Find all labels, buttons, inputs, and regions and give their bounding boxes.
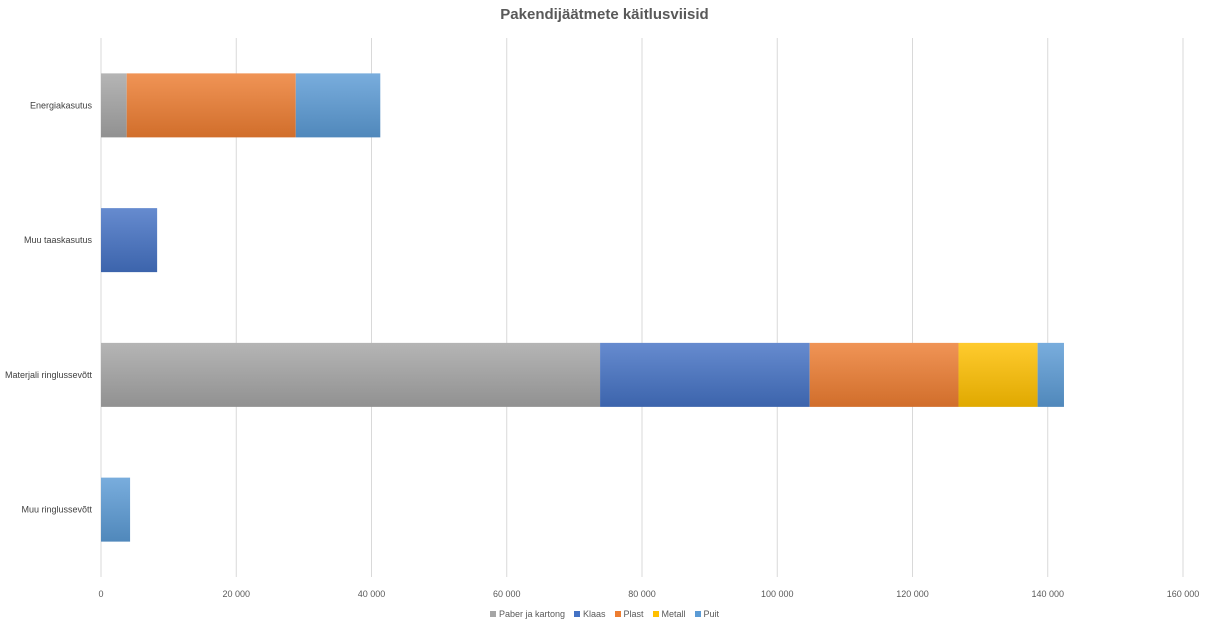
bar-segment: [126, 73, 296, 138]
bar-segment: [101, 73, 127, 138]
y-category-label: Muu taaskasutus: [24, 235, 93, 245]
x-tick-label: 20 000: [222, 589, 250, 599]
legend-swatch: [614, 611, 621, 617]
y-category-label: Energiakasutus: [30, 100, 93, 110]
bar-segment: [101, 477, 131, 542]
bar-segment: [101, 208, 158, 273]
legend-item: Paber ja kartong: [489, 609, 565, 619]
y-category-label: Materjali ringlussevõtt: [5, 370, 93, 380]
x-tick-label: 160 000: [1167, 589, 1200, 599]
legend-swatch: [489, 611, 496, 617]
bar-segment: [958, 342, 1038, 407]
legend-label: Plast: [623, 609, 644, 619]
legend-label: Puit: [703, 609, 720, 619]
y-category-label: Muu ringlussevõtt: [21, 505, 92, 515]
legend-swatch: [573, 611, 580, 617]
x-tick-label: 100 000: [761, 589, 794, 599]
bar-segment: [101, 342, 601, 407]
legend-label: Klaas: [582, 609, 606, 619]
bar-segment: [1037, 342, 1064, 407]
x-tick-label: 40 000: [358, 589, 386, 599]
legend-swatch: [652, 611, 659, 617]
chart-title: Pakendijäätmete käitlusviisid: [500, 6, 709, 23]
legend-item: Metall: [652, 609, 686, 619]
x-tick-label: 120 000: [896, 589, 929, 599]
x-tick-label: 80 000: [628, 589, 656, 599]
legend-swatch: [694, 611, 701, 617]
x-tick-label: 0: [98, 589, 103, 599]
legend: Paber ja kartong Klaas Plast Metall Puit: [0, 609, 1209, 619]
legend-label: Paber ja kartong: [498, 609, 565, 619]
legend-label: Metall: [661, 609, 686, 619]
x-tick-label: 140 000: [1031, 589, 1064, 599]
bar-segment: [809, 342, 959, 407]
bar-segment: [295, 73, 381, 138]
bar-segment: [600, 342, 810, 407]
x-tick-label: 60 000: [493, 589, 521, 599]
legend-item: Klaas: [573, 609, 606, 619]
axis-labels: 0 20 000 40 000 60 000 80 000 100 000 120 000 1…: [5, 100, 1199, 599]
bar-segments: [101, 73, 1064, 542]
grid-lines: [100, 38, 1184, 577]
legend-item: Plast: [614, 609, 644, 619]
legend-item: Puit: [694, 609, 720, 619]
